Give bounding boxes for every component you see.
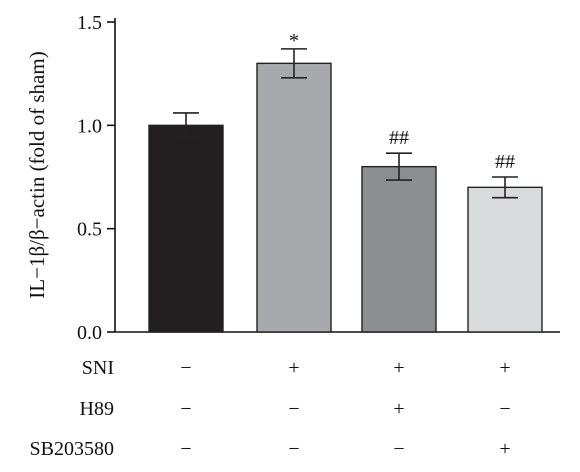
bar: [148, 124, 224, 333]
treatment-sign: +: [499, 438, 510, 460]
y-tick-label: 1.5: [77, 12, 102, 34]
significance-label: *: [289, 30, 299, 52]
bar: [256, 62, 332, 333]
y-tick-label: 0.0: [77, 322, 102, 344]
treatment-row-label: SNI: [82, 357, 114, 379]
treatment-sign: +: [393, 357, 404, 379]
treatment-sign: +: [288, 357, 299, 379]
significance-label: ##: [495, 151, 515, 173]
treatment-sign: +: [499, 357, 510, 379]
treatment-sign: −: [499, 398, 510, 420]
treatment-sign: −: [180, 438, 191, 460]
y-tick-label: 1.0: [77, 115, 102, 137]
y-tick-label: 0.5: [77, 219, 102, 241]
treatment-sign: −: [393, 438, 404, 460]
treatment-sign: −: [180, 357, 191, 379]
treatment-row-label: H89: [80, 398, 114, 420]
treatment-sign: −: [288, 398, 299, 420]
bar: [467, 186, 543, 333]
bar: [361, 165, 437, 333]
treatment-sign: +: [393, 398, 404, 420]
significance-label: ##: [389, 127, 409, 149]
y-axis-label: IL−1β/β−actin (fold of sham): [25, 51, 49, 298]
treatment-row-label: SB203580: [30, 438, 114, 460]
treatment-sign: −: [288, 438, 299, 460]
treatment-sign: −: [180, 398, 191, 420]
